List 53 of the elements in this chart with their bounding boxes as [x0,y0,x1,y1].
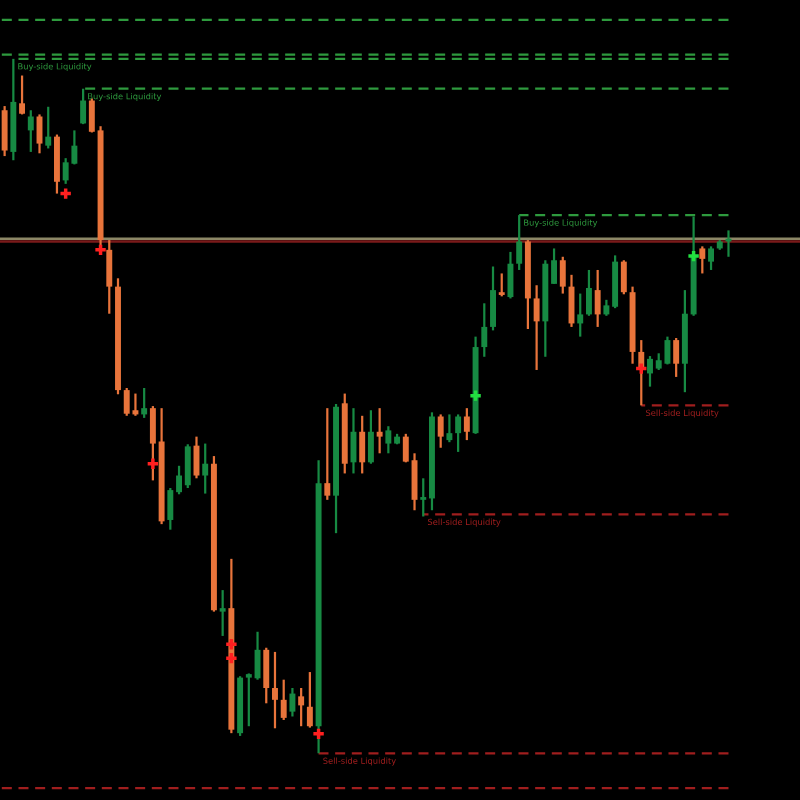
candlestick [559,255,566,295]
candlestick [708,245,715,272]
point [60,188,71,199]
candlestick [481,302,488,358]
candlestick [620,259,627,296]
candlestick [577,292,584,338]
candlestick [184,443,191,490]
candlestick [324,407,331,501]
candlestick [498,272,505,298]
candlestick [141,386,148,419]
candlestick [359,414,366,475]
candlestick [437,413,444,449]
candlestick [219,588,226,638]
candlestick [376,407,383,455]
point [313,728,324,740]
candlestick [272,650,278,730]
candlestick [664,335,671,366]
candlestick [306,670,313,729]
candlestick [463,407,470,442]
candlestick [132,392,139,417]
candlestick [289,686,296,718]
candlestick [455,413,462,454]
candlestick [385,425,392,455]
candlestick [123,386,130,417]
candlestick [280,678,287,722]
candlestick [533,284,540,372]
candlestick [367,409,374,465]
candlestick [263,646,270,705]
candlestick [673,336,680,379]
point [147,458,159,469]
candlestick [585,268,592,317]
candlestick [254,630,261,681]
point [470,390,481,401]
point [226,652,237,664]
candlestick [106,239,113,315]
candlestick [699,245,706,275]
candlestick [19,74,26,116]
candlestick [507,250,514,300]
point [636,363,647,374]
candlestick [27,109,34,154]
candlestick [53,133,60,195]
candlestick [202,442,209,495]
candlestick [594,268,601,329]
candlestick [490,265,496,332]
candlestick [45,105,52,150]
candlestick [80,87,87,126]
candlestick [516,214,523,272]
point [226,639,237,650]
point [688,250,699,262]
candlestick [446,413,453,444]
point [95,244,106,256]
candlestick [1,104,8,158]
candlestick [298,686,305,728]
